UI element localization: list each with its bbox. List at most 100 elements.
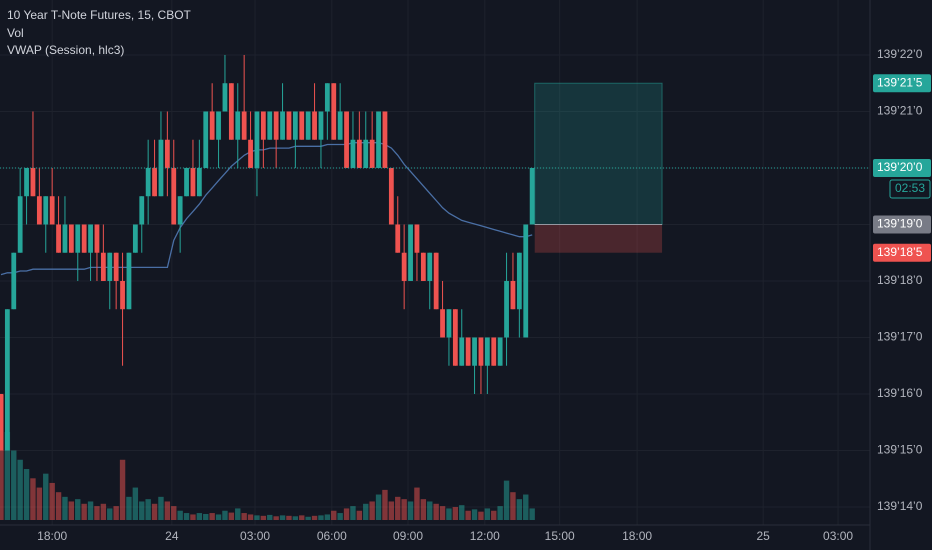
volume-bar [0,394,4,520]
volume-bar [177,510,183,520]
candle-body [465,337,471,366]
volume-bar [420,499,427,520]
volume-bar [491,510,497,520]
volume-bar [510,492,516,520]
volume-bar [81,503,87,520]
volume-bar [43,473,49,520]
candle-body [24,167,29,197]
indicator-label: Vol [7,26,24,40]
candle-body [312,111,317,140]
candle-body [196,167,202,197]
volume-bar [235,508,241,520]
candle-body [504,280,509,338]
candle-body [510,280,516,310]
volume-bar [49,482,55,520]
candle-body [241,111,247,140]
countdown: 02:53 [895,181,925,195]
y-tick-label: 139’18’0 [877,273,923,287]
candle-body [401,252,407,281]
candle-body [497,337,503,366]
candle-body [190,167,196,197]
candle-body [491,337,497,366]
candle-body [139,196,145,225]
volume-bar [75,499,81,520]
volume-bar [68,501,75,520]
candle-body [516,252,522,310]
volume-bar [36,487,43,520]
volume-bar [529,508,535,520]
y-tick-label: 139’22’0 [877,47,923,61]
candle-body [88,224,93,253]
candle-body [420,252,426,281]
candle-body [318,111,324,140]
candle-body [81,224,87,253]
volume-bar [318,515,324,520]
candle-body [299,111,305,140]
volume-bar [311,515,318,520]
candle-body [267,111,273,140]
volume-bar [222,510,228,520]
volume-bar [414,487,420,520]
volume-bar [407,501,414,520]
candle-body [292,111,298,140]
candle-body [4,309,10,451]
volume-bar [94,506,100,520]
candle-body [49,196,55,225]
volume-bar [286,515,292,520]
volume-bar [439,506,446,520]
candle-body [440,309,445,338]
volume-bar [260,515,267,520]
entry-label: 139’19’0 [877,217,923,231]
volume-bar [113,506,119,520]
volume-bar [446,508,452,520]
candle-body [100,252,106,281]
volume-bar [350,506,356,520]
last-price-label: 139’20’0 [877,160,923,174]
candle-body [478,337,484,366]
volume-bar [395,496,401,520]
y-tick-label: 139’21’0 [877,104,923,118]
candle-body [446,309,452,338]
volume-bar [356,510,363,520]
volume-bar [228,512,235,520]
x-tick-label: 24 [165,529,179,543]
volume-bar [433,503,439,520]
volume-bar [299,515,305,520]
candle-body [120,280,125,310]
candle-body [184,167,189,197]
candle-body [324,83,330,112]
y-tick-label: 139’14’0 [877,499,923,513]
y-tick-label: 139’15’0 [877,443,923,457]
chart-title: 10 Year T-Note Futures, 15, CBOT [7,8,192,22]
stop-label: 139’18’5 [877,245,923,259]
volume-bar [30,478,36,520]
candle-body [433,252,439,310]
volume-bar [343,508,350,520]
candle-body [177,196,183,225]
volume-bar [203,513,209,520]
volume-bar [465,510,471,520]
volume-bar [55,492,62,520]
volume-bar [388,501,395,520]
x-tick-label: 18:00 [622,529,652,543]
candle-body [235,111,241,140]
x-tick-label: 25 [757,529,771,543]
candle-body [395,224,401,253]
candle-body [260,111,266,140]
volume-bar [190,514,196,520]
candle-body [356,139,362,168]
candle-body [472,337,477,366]
volume-bar [478,511,484,520]
candle-body [126,252,132,310]
candle-body [209,111,215,140]
x-tick-label: 12:00 [470,529,500,543]
volume-bar [471,509,478,520]
candle-body [382,111,388,168]
volume-bar [145,499,151,520]
x-tick-label: 09:00 [393,529,423,543]
volume-bar [107,508,113,520]
target-zone [534,82,663,225]
volume-bar [516,499,523,520]
candle-body [203,111,209,168]
y-tick-label: 139’17’0 [877,330,923,344]
